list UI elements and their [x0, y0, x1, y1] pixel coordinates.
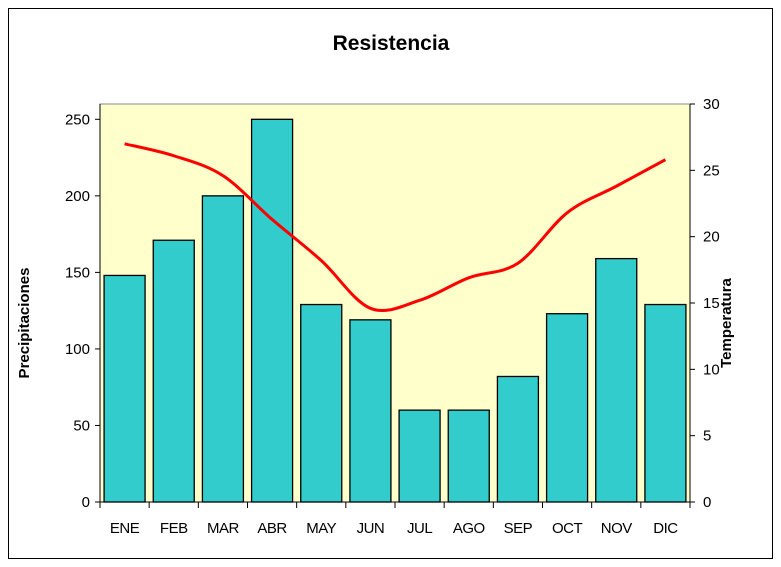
x-tick-label: FEB — [160, 520, 188, 537]
x-tick-label: JUN — [357, 520, 385, 537]
bar-dic — [644, 303, 687, 503]
y2-axis-label: Temperatura — [718, 277, 735, 367]
bar-sep — [496, 375, 540, 503]
y-tick-label: 200 — [65, 188, 90, 205]
y2-tick-label: 15 — [703, 295, 720, 312]
bar-oct — [545, 313, 589, 503]
plot-area — [99, 103, 691, 503]
y-tick-label: 250 — [65, 111, 90, 128]
y-tick-label: 100 — [65, 341, 90, 358]
y2-tick-label: 20 — [703, 229, 720, 246]
x-tick-label: NOV — [601, 520, 633, 537]
y-tick-label: 0 — [82, 494, 90, 511]
temperature-line — [124, 142, 667, 313]
x-tick-label: MAR — [207, 520, 240, 537]
y-tick-label: 50 — [73, 417, 90, 434]
y2-tick-label: 0 — [703, 494, 711, 511]
y2-tick-label: 25 — [703, 162, 720, 179]
x-tick-label: JUL — [407, 520, 432, 537]
bar-nov — [595, 257, 638, 503]
x-tick-label: SEP — [504, 520, 533, 537]
bar-ago — [447, 409, 490, 503]
x-tick-label: MAY — [306, 520, 336, 537]
bar-may — [300, 303, 343, 503]
y-axis-label: Precipitaciones — [16, 268, 33, 379]
y-tick-label: 150 — [65, 264, 90, 281]
x-tick-label: AGO — [453, 520, 485, 537]
bar-feb — [152, 239, 195, 503]
bar-ene — [103, 274, 146, 503]
bar-jul — [398, 409, 441, 503]
bar-mar — [201, 195, 245, 503]
x-tick-label: ABR — [257, 520, 287, 537]
chart-title: Resistencia — [333, 32, 450, 55]
x-tick-label: OCT — [552, 520, 583, 537]
y2-tick-label: 5 — [703, 428, 711, 445]
bar-jun — [349, 319, 392, 503]
bar-abr — [250, 118, 294, 503]
x-tick-label: DIC — [653, 520, 678, 537]
y2-tick-label: 30 — [703, 96, 720, 113]
x-tick-label: ENE — [110, 520, 140, 537]
y2-tick-label: 10 — [703, 361, 720, 378]
